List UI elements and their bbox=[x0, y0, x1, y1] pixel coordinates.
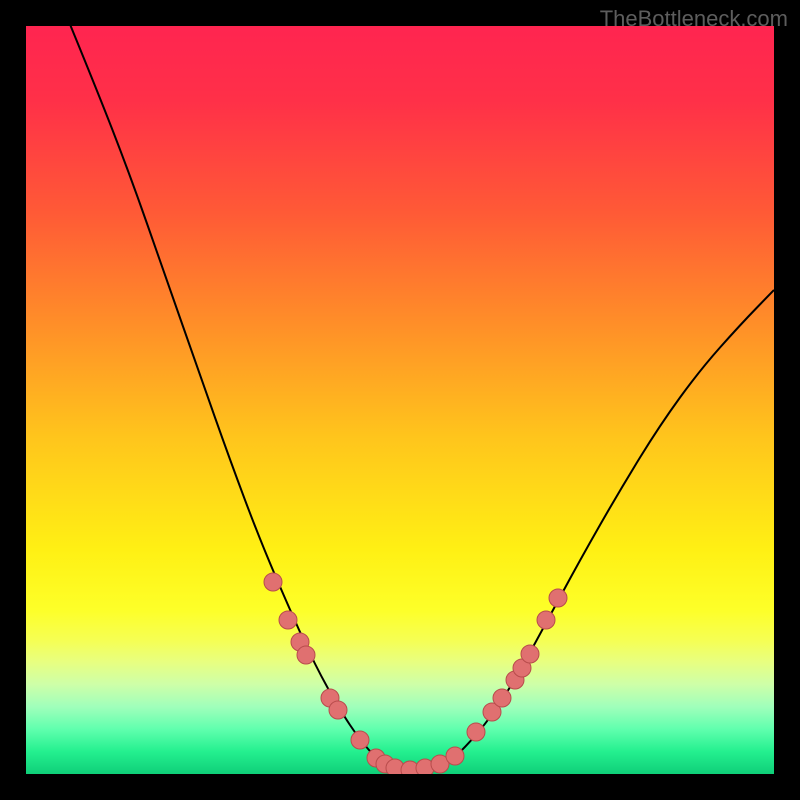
data-point bbox=[493, 689, 511, 707]
data-point bbox=[549, 589, 567, 607]
data-point bbox=[279, 611, 297, 629]
data-point bbox=[264, 573, 282, 591]
bottleneck-chart bbox=[0, 0, 800, 800]
data-point bbox=[521, 645, 539, 663]
data-point bbox=[537, 611, 555, 629]
watermark-text: TheBottleneck.com bbox=[600, 6, 788, 32]
data-point bbox=[297, 646, 315, 664]
gradient-background bbox=[26, 26, 774, 774]
data-point bbox=[329, 701, 347, 719]
data-point bbox=[446, 747, 464, 765]
data-point bbox=[351, 731, 369, 749]
data-point bbox=[467, 723, 485, 741]
chart-frame: TheBottleneck.com bbox=[0, 0, 800, 800]
